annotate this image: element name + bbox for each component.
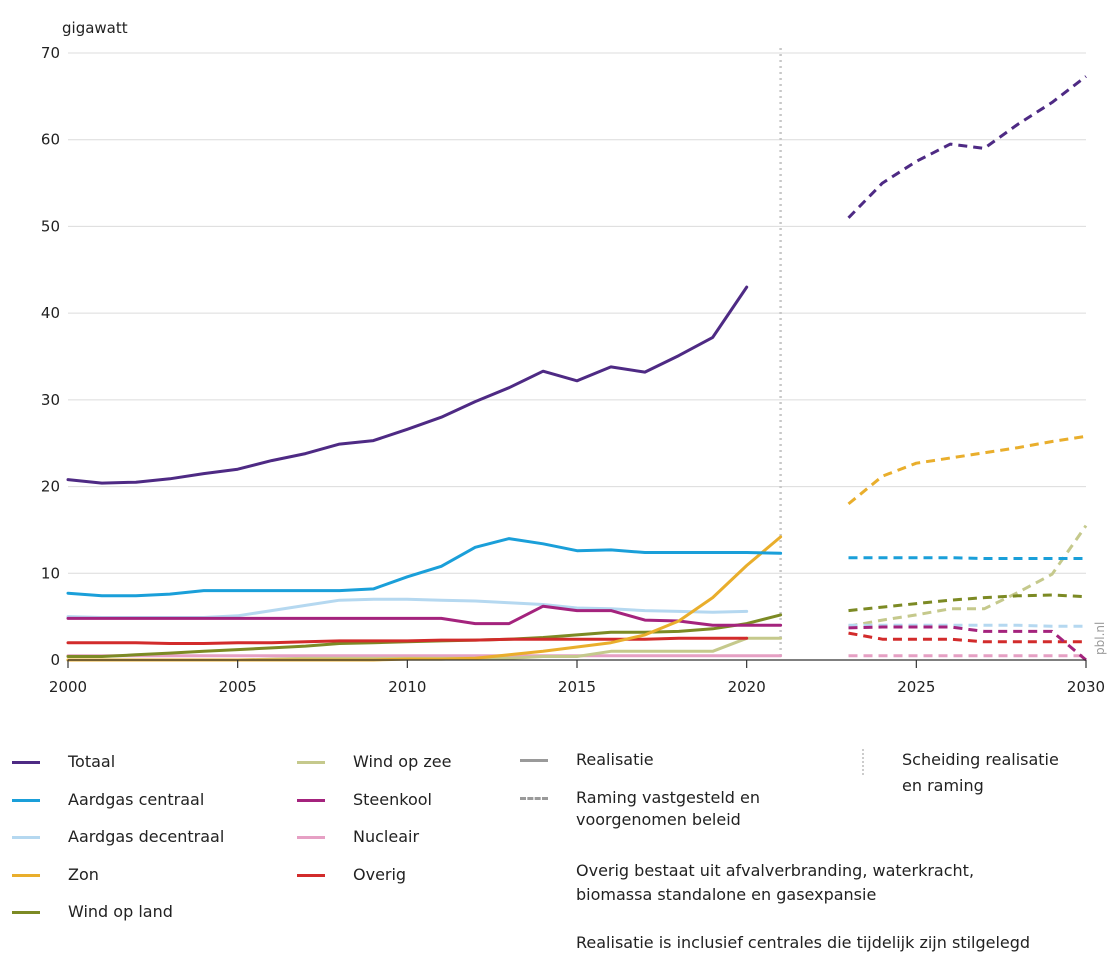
legend-label: Wind op land [68,902,173,921]
y-tick-label-70: 70 [41,44,60,62]
y-tick-label-60: 60 [41,131,60,149]
legend-swatch [297,873,325,877]
legend-label: Nucleair [353,827,420,846]
gridlines [68,52,1086,574]
x-tick-label-2020: 2020 [728,678,766,696]
note-line: Realisatie is inclusief centrales die ti… [576,933,1031,952]
legend-label: Raming vastgesteld en [576,788,760,807]
x-tick-label-2025: 2025 [897,678,935,696]
legend-swatch [12,873,40,877]
y-tick-label-50: 50 [41,217,60,235]
y-tick-label-10: 10 [41,564,60,582]
legend-label: Scheiding realisatie [902,750,1059,769]
series-steenkool-raming [848,625,1087,662]
x-tick-label-2005: 2005 [219,678,257,696]
legend-swatch [297,836,325,839]
legend-label: Wind op zee [353,752,452,771]
y-axis-unit-label: gigawatt [62,19,128,37]
series-steenkool-realisatie [66,604,783,627]
legend-label: Zon [68,864,99,884]
y-tick-label-0: 0 [50,651,60,669]
legend-swatch [12,761,40,764]
legend-swatch [297,798,325,802]
note-line: Overig bestaat uit afvalverbranding, wat… [576,861,975,880]
legend-label: en raming [902,776,984,795]
legend-label: Overig [353,864,407,884]
series-layer [66,48,1088,662]
series-totaal-realisatie [66,285,749,485]
legend-swatch-dashed [520,797,548,800]
note-overig: Overig bestaat uit afvalverbranding, wat… [576,859,974,907]
legend-label: Steenkool [353,789,432,809]
source-watermark: pbl.nl [1093,622,1107,655]
note-realisatie: Realisatie is inclusief centrales die ti… [576,931,1030,955]
series-overig-raming [848,631,1086,644]
series-totaal-raming [847,75,1087,219]
x-tick-label-2030: 2030 [1067,678,1105,696]
legend-swatch-dotted-separator [862,749,864,775]
series-zon-raming [847,434,1087,506]
legend-label: Aardgas centraal [68,789,205,809]
legend-label: Aardgas decentraal [68,827,225,846]
series-overig-realisatie [66,636,749,645]
series-aardgas_centraal-realisatie [66,537,783,598]
legend-swatch [12,911,40,914]
series-aardgas_decentraal-raming [848,623,1086,628]
legend-swatch [12,836,40,839]
x-tick-label-2000: 2000 [49,678,87,696]
legend-swatch-solid [520,759,548,762]
y-tick-label-20: 20 [41,478,60,496]
x-tick-label-2010: 2010 [388,678,426,696]
series-wind_op_land-raming [848,593,1087,613]
legend-label: Realisatie [576,750,654,769]
legend-swatch [12,798,40,802]
note-line: biomassa standalone en gasexpansie [576,885,877,904]
y-tick-label-30: 30 [41,391,60,409]
series-wind_op_zee-raming [848,524,1088,628]
legend-label: Totaal [68,752,116,771]
legend-label: voorgenomen beleid [576,810,741,829]
y-tick-label-40: 40 [41,304,60,322]
series-aardgas_centraal-raming [848,556,1086,560]
legend-swatch [297,761,325,764]
series-aardgas_decentraal-realisatie [66,597,749,619]
x-tick-label-2015: 2015 [558,678,596,696]
